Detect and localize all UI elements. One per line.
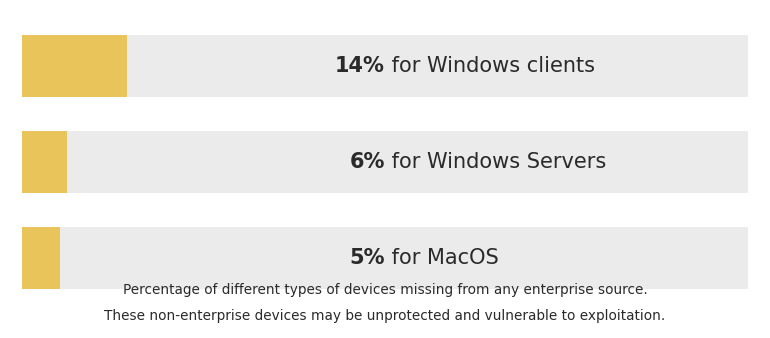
Bar: [22, 131, 67, 193]
Text: These non-enterprise devices may be unprotected and vulnerable to exploitation.: These non-enterprise devices may be unpr…: [105, 309, 665, 323]
Bar: [22, 227, 748, 289]
Bar: [22, 131, 748, 193]
Bar: [22, 227, 60, 289]
Text: 6%: 6%: [350, 152, 385, 172]
Bar: [22, 35, 127, 97]
Text: for MacOS: for MacOS: [385, 248, 499, 268]
Text: 14%: 14%: [335, 56, 385, 76]
Text: for Windows clients: for Windows clients: [385, 56, 595, 76]
Bar: [22, 35, 748, 97]
Text: for Windows Servers: for Windows Servers: [385, 152, 606, 172]
Text: Percentage of different types of devices missing from any enterprise source.: Percentage of different types of devices…: [122, 283, 648, 297]
Text: 5%: 5%: [350, 248, 385, 268]
